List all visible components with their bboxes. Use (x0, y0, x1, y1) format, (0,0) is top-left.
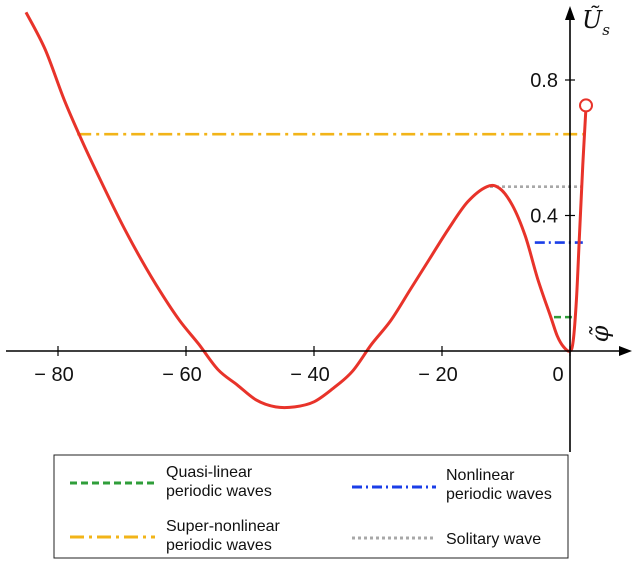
x-axis-label: φ̃ (586, 325, 614, 342)
x-tick-label: − 20 (418, 364, 457, 386)
x-tick-label: 0 (552, 364, 563, 386)
legend-label-quasi: Quasi-linear periodic waves (166, 464, 272, 500)
y-tick-label: 0.4 (530, 206, 558, 228)
legend-label-super: Super-nonlinear periodic waves (166, 518, 281, 554)
potential-curve (24, 11, 588, 410)
plot-area (24, 11, 593, 410)
x-tick-label: − 40 (290, 364, 329, 386)
x-tick-label: − 80 (34, 364, 73, 386)
axes: − 80 − 60 − 40 − 20 0 0.4 0.8 φ̃ Ũs (6, 4, 632, 452)
curve-endpoint-marker (579, 98, 593, 113)
y-axis-arrow-icon (565, 6, 575, 20)
x-tick-label: − 60 (162, 364, 201, 386)
ticks: − 80 − 60 − 40 − 20 0 0.4 0.8 (34, 70, 575, 386)
legend-label-solitary: Solitary wave (446, 531, 541, 548)
legend-label-nonlinear: Nonlinear periodic waves (446, 467, 552, 503)
legend: Quasi-linear periodic waves Nonlinear peri… (53, 454, 569, 559)
x-axis-arrow-icon (619, 346, 632, 356)
y-axis-label-sub: s (602, 21, 610, 39)
y-axis-label-main: Ũ (582, 4, 603, 34)
legend-box (53, 454, 569, 559)
y-tick-label: 0.8 (530, 70, 558, 92)
y-axis-label: Ũs (582, 4, 610, 39)
